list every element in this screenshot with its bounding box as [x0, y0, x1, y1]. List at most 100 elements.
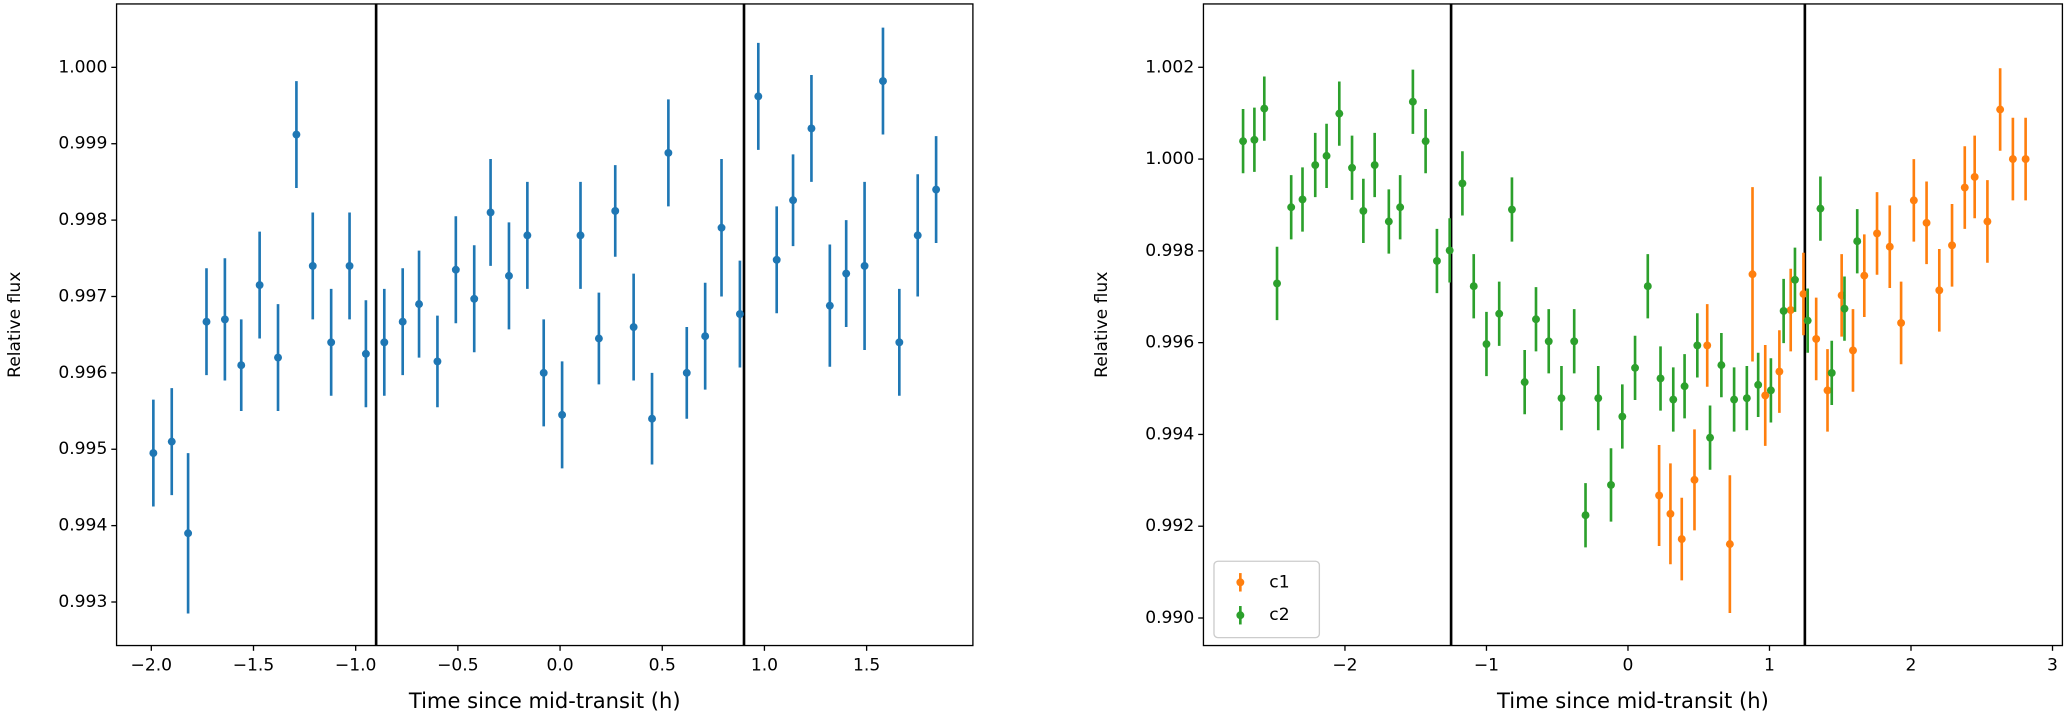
data-point — [327, 338, 336, 347]
y-axis-label: Relative flux — [5, 272, 25, 378]
data-point — [1935, 286, 1944, 295]
data-point — [1287, 203, 1296, 212]
y-tick-label: 0.990 — [1145, 608, 1194, 628]
data-point — [1799, 290, 1808, 298]
axes-frame — [1202, 3, 2064, 647]
legend-label: c2 — [1269, 605, 1289, 625]
data-point — [1730, 395, 1739, 404]
y-tick-label: 1.000 — [1145, 149, 1194, 169]
data-point — [1311, 161, 1320, 169]
y-tick-label: 1.002 — [1145, 57, 1194, 77]
legend-marker — [1236, 611, 1245, 620]
data-point — [1348, 163, 1356, 172]
data-point — [1786, 306, 1795, 315]
data-point — [1970, 173, 1979, 181]
y-tick-label: 0.995 — [58, 439, 107, 459]
x-tick-label: 1 — [1764, 655, 1775, 675]
data-point — [879, 77, 887, 86]
x-tick-label: 1.5 — [853, 655, 880, 675]
y-tick-label: 0.997 — [58, 286, 107, 306]
data-point — [380, 338, 389, 347]
data-point — [1885, 242, 1894, 251]
data-point — [1495, 309, 1504, 318]
data-point — [1298, 195, 1307, 204]
data-point — [932, 185, 941, 194]
data-point — [1469, 282, 1478, 291]
data-point — [717, 223, 726, 232]
data-point — [1960, 183, 1969, 192]
data-point — [735, 310, 744, 319]
data-point — [1791, 275, 1799, 284]
data-point — [842, 269, 851, 278]
data-point — [1816, 204, 1825, 213]
data-point — [308, 261, 317, 270]
data-point — [1482, 340, 1491, 348]
data-point — [1408, 97, 1417, 106]
data-point — [292, 130, 301, 139]
x-tick-label: −0.5 — [437, 655, 479, 675]
x-tick-label: −1 — [1474, 655, 1499, 675]
data-point — [789, 196, 798, 205]
data-point — [1396, 203, 1405, 212]
data-point — [1370, 161, 1379, 169]
data-point — [1996, 105, 2005, 114]
data-point — [648, 414, 656, 423]
data-point — [1725, 540, 1734, 549]
data-point — [167, 437, 176, 446]
data-point — [1335, 109, 1344, 118]
legend-label: c1 — [1269, 572, 1289, 592]
data-point — [1717, 361, 1726, 370]
data-point — [860, 261, 869, 270]
data-point — [1693, 341, 1702, 350]
data-point — [1250, 135, 1259, 144]
data-point — [1273, 279, 1281, 288]
data-point — [1655, 491, 1664, 500]
x-tick-label: 1.0 — [751, 655, 778, 675]
data-point — [1445, 246, 1454, 255]
data-point — [1322, 151, 1331, 160]
data-point — [202, 317, 211, 326]
data-point — [184, 529, 193, 538]
data-point — [1849, 346, 1857, 355]
data-point — [361, 349, 370, 358]
legend-box — [1213, 560, 1321, 639]
data-point — [1507, 205, 1516, 214]
x-tick-label: −2 — [1332, 655, 1357, 675]
data-point — [1618, 412, 1627, 421]
data-point — [1544, 337, 1553, 346]
data-point — [1873, 229, 1881, 238]
data-point — [1421, 137, 1430, 146]
y-tick-label: 0.994 — [58, 516, 107, 536]
x-tick-label: 0.0 — [546, 655, 573, 675]
data-point — [398, 317, 407, 326]
data-point — [149, 449, 158, 458]
data-point — [1384, 217, 1393, 226]
data-point — [1260, 104, 1269, 113]
data-point — [1458, 179, 1467, 188]
data-point — [415, 300, 423, 309]
data-point — [1812, 335, 1821, 343]
data-point — [523, 231, 532, 240]
data-point — [1656, 374, 1665, 383]
y-tick-label: 1.000 — [58, 57, 107, 77]
legend-marker — [1236, 578, 1245, 587]
data-point — [1803, 316, 1812, 325]
x-tick-label: −1.5 — [233, 655, 275, 675]
data-point — [594, 334, 603, 343]
y-tick-label: 0.996 — [58, 363, 107, 383]
data-point — [2008, 155, 2017, 164]
data-point — [220, 315, 229, 324]
data-point — [1983, 217, 1992, 226]
y-tick-label: 0.994 — [1145, 424, 1194, 444]
data-point — [1581, 511, 1590, 520]
data-point — [913, 231, 922, 240]
data-point — [1823, 386, 1832, 395]
data-point — [1853, 237, 1862, 246]
data-point — [1594, 394, 1603, 403]
data-point — [1520, 378, 1529, 387]
data-point — [237, 361, 246, 370]
y-tick-label: 0.996 — [1145, 333, 1194, 353]
data-point — [1532, 315, 1540, 324]
data-point — [576, 231, 585, 240]
data-point — [1239, 137, 1248, 146]
